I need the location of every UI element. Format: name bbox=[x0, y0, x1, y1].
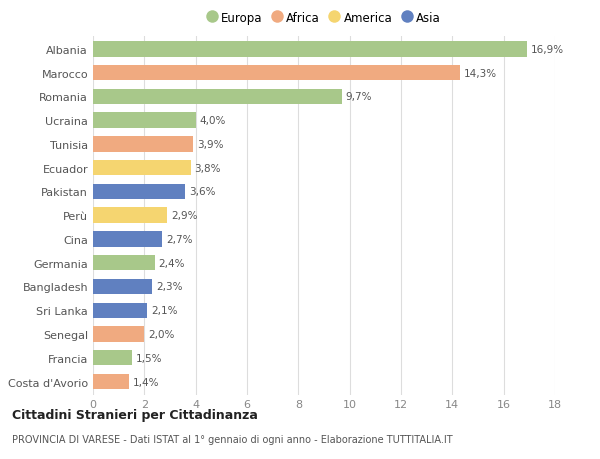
Text: 2,4%: 2,4% bbox=[158, 258, 185, 268]
Bar bbox=[93, 350, 131, 366]
Bar bbox=[93, 137, 193, 152]
Bar bbox=[93, 303, 147, 318]
Text: 2,9%: 2,9% bbox=[171, 211, 198, 221]
Text: 2,1%: 2,1% bbox=[151, 306, 177, 315]
Text: 16,9%: 16,9% bbox=[530, 45, 564, 55]
Text: 3,6%: 3,6% bbox=[189, 187, 216, 197]
Text: 2,3%: 2,3% bbox=[156, 282, 182, 292]
Bar bbox=[93, 208, 167, 224]
Bar bbox=[93, 256, 155, 271]
Text: 9,7%: 9,7% bbox=[346, 92, 373, 102]
Bar bbox=[93, 90, 342, 105]
Text: 1,5%: 1,5% bbox=[136, 353, 162, 363]
Bar bbox=[93, 232, 162, 247]
Bar bbox=[93, 161, 191, 176]
Text: Cittadini Stranieri per Cittadinanza: Cittadini Stranieri per Cittadinanza bbox=[12, 409, 258, 421]
Text: 3,8%: 3,8% bbox=[194, 163, 221, 174]
Text: 2,0%: 2,0% bbox=[148, 329, 175, 339]
Bar bbox=[93, 66, 460, 81]
Bar bbox=[93, 113, 196, 129]
Bar bbox=[93, 279, 152, 295]
Text: 14,3%: 14,3% bbox=[464, 68, 497, 78]
Text: PROVINCIA DI VARESE - Dati ISTAT al 1° gennaio di ogni anno - Elaborazione TUTTI: PROVINCIA DI VARESE - Dati ISTAT al 1° g… bbox=[12, 434, 452, 444]
Text: 3,9%: 3,9% bbox=[197, 140, 223, 150]
Text: 1,4%: 1,4% bbox=[133, 377, 159, 386]
Bar bbox=[93, 326, 145, 342]
Bar bbox=[93, 185, 185, 200]
Bar bbox=[93, 42, 527, 57]
Text: 2,7%: 2,7% bbox=[166, 235, 193, 245]
Bar bbox=[93, 374, 129, 389]
Text: 4,0%: 4,0% bbox=[200, 116, 226, 126]
Legend: Europa, Africa, America, Asia: Europa, Africa, America, Asia bbox=[203, 9, 445, 28]
